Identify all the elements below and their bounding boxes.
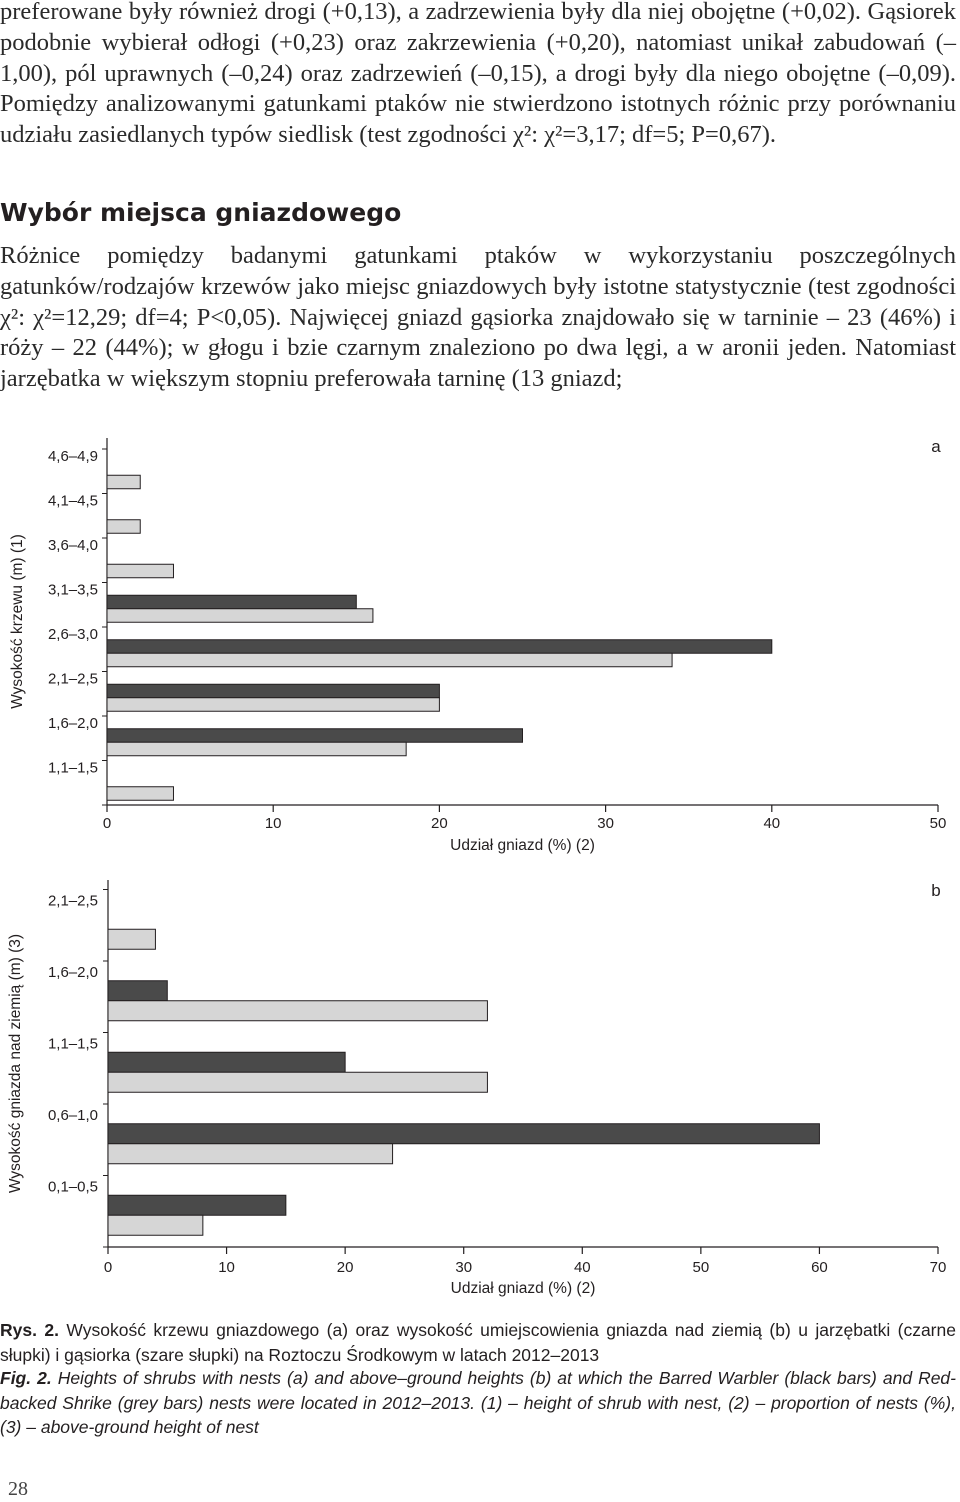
bar-barred-warbler [106, 683, 440, 699]
bar-red-backed-shrike [106, 786, 174, 801]
bar-red-backed-shrike [107, 1143, 394, 1165]
bar-red-backed-shrike [106, 608, 374, 623]
x-tick-label: 50 [930, 815, 947, 832]
bar-red-backed-shrike [106, 652, 673, 668]
bar-red-backed-shrike [106, 563, 174, 579]
bar-barred-warbler [107, 1123, 820, 1145]
figure-caption-en: Fig. 2. Heights of shrubs with nests (a)… [0, 1366, 956, 1440]
chart-svg: 0 10 20 30 40 50 60 70 2,1–2,5 1,6–2,0 1,1–1,5 0,6–… [7, 880, 947, 1297]
x-tick-label: 40 [574, 1259, 591, 1276]
bar-barred-warbler [107, 1194, 287, 1216]
x-tick-label: 30 [455, 1259, 472, 1276]
category-label: 1,1–1,5 [48, 760, 98, 777]
category-label: 3,1–3,5 [48, 582, 98, 599]
bar-barred-warbler [106, 594, 357, 610]
bar-red-backed-shrike [107, 928, 156, 950]
x-tick-label: 10 [265, 815, 282, 832]
category-label: 0,6–1,0 [48, 1107, 98, 1124]
caption-text-en: Heights of shrubs with nests (a) and abo… [0, 1368, 956, 1437]
bar-barred-warbler [106, 728, 523, 743]
category-label: 1,6–2,0 [48, 964, 98, 981]
category-label: 1,6–2,0 [48, 715, 98, 732]
x-tick-label: 20 [431, 815, 448, 832]
bar-barred-warbler [107, 1051, 346, 1073]
category-label: 0,1–0,5 [48, 1179, 98, 1196]
category-label: 3,6–4,0 [48, 537, 98, 554]
bar-red-backed-shrike [106, 697, 440, 712]
x-tick-label: 50 [693, 1259, 710, 1276]
panel-label: b [931, 881, 940, 900]
caption-text-pl: Wysokość krzewu gniazdowego (a) oraz wys… [0, 1320, 956, 1365]
body-paragraph-2: Różnice pomiędzy badanymi gatunkami ptak… [0, 242, 956, 393]
chart-svg: 0 10 20 30 40 50 4,6–4,9 4,1–4,5 3,6–4,0 3,1–3,5 2… [9, 437, 947, 854]
caption-label-en: Fig. 2. [0, 1368, 52, 1388]
x-tick-label: 60 [811, 1259, 828, 1276]
bar-red-backed-shrike [106, 474, 141, 490]
bar-barred-warbler [107, 980, 168, 1002]
y-axis-label: Wysokość krzewu (m) (1) [9, 534, 26, 709]
bar-red-backed-shrike [106, 741, 407, 757]
category-label: 2,6–3,0 [48, 626, 98, 643]
body-paragraph-1: preferowane były również drogi (+0,13), … [0, 0, 956, 149]
category-label: 4,6–4,9 [48, 448, 98, 465]
caption-label-pl: Rys. 2. [0, 1320, 59, 1340]
chart-shrub-height: 0 10 20 30 40 50 4,6–4,9 4,1–4,5 3,6–4,0 3,1–3,5 2… [0, 430, 960, 860]
x-axis-label: Udział gniazd (%) (2) [450, 837, 595, 854]
x-tick-label: 40 [763, 815, 780, 832]
category-label: 1,1–1,5 [48, 1036, 98, 1053]
category-label: 2,1–2,5 [48, 671, 98, 688]
bar-red-backed-shrike [106, 519, 141, 534]
x-tick-label: 30 [597, 815, 614, 832]
x-axis-label: Udział gniazd (%) (2) [451, 1280, 596, 1297]
x-tick-label: 0 [103, 815, 111, 832]
chart-nest-height: 0 10 20 30 40 50 60 70 2,1–2,5 1,6–2,0 1,1–1,5 0,6–… [0, 870, 960, 1300]
bar-red-backed-shrike [107, 1071, 488, 1093]
section-heading: Wybór miejsca gniazdowego [0, 198, 402, 227]
bar-red-backed-shrike [107, 1000, 488, 1022]
x-tick-label: 70 [930, 1259, 947, 1276]
bar-barred-warbler [106, 639, 773, 654]
x-tick-label: 20 [337, 1259, 354, 1276]
page-number: 28 [8, 1478, 28, 1500]
panel-label: a [931, 437, 941, 456]
bar-red-backed-shrike [107, 1214, 204, 1236]
x-tick-label: 0 [104, 1259, 112, 1276]
category-label: 4,1–4,5 [48, 493, 98, 510]
x-tick-label: 10 [218, 1259, 235, 1276]
figure-caption-pl: Rys. 2. Wysokość krzewu gniazdowego (a) … [0, 1318, 956, 1367]
y-axis-label: Wysokość gniazda nad ziemią (m) (3) [7, 934, 24, 1193]
category-label: 2,1–2,5 [48, 893, 98, 910]
